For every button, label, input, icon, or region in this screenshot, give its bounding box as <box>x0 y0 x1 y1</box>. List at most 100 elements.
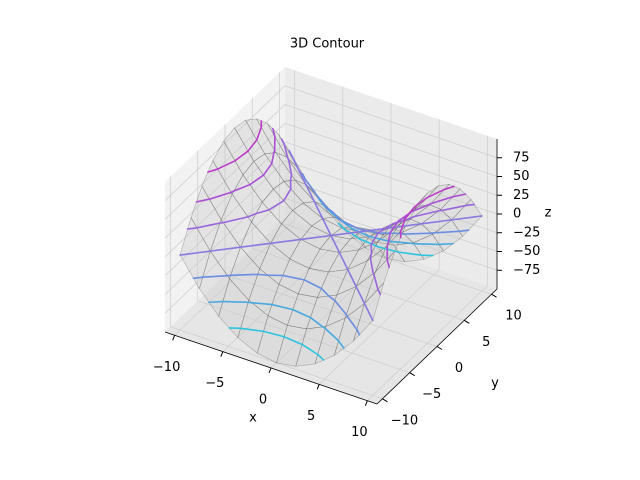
x-axis-label: x <box>249 411 257 426</box>
surface-patch <box>297 268 329 298</box>
grid-line <box>164 160 286 277</box>
contour-line <box>324 327 340 342</box>
surface-patch <box>278 258 310 295</box>
contour-line <box>255 209 270 215</box>
y-axis <box>376 288 498 405</box>
y-tick <box>491 293 497 298</box>
grid-line <box>284 141 498 215</box>
surface-patch <box>199 250 230 317</box>
x-tick-label: 5 <box>307 409 315 424</box>
grid-line <box>252 247 465 321</box>
contour-line <box>314 193 328 209</box>
contour-line <box>411 204 429 213</box>
contour-line <box>282 188 292 202</box>
surface-patch <box>212 140 244 195</box>
grid-line <box>284 104 498 177</box>
contour-line <box>327 295 336 302</box>
grid-line <box>164 197 286 314</box>
contour-line <box>330 230 362 237</box>
contour-line <box>234 150 249 162</box>
contour-line <box>430 196 454 205</box>
contour-line <box>270 151 275 165</box>
contour-line <box>271 303 294 311</box>
contour-line <box>301 343 319 356</box>
contour-line <box>247 212 257 218</box>
contour-line <box>399 217 407 233</box>
contour-line <box>269 238 302 245</box>
surface-patch <box>276 324 307 367</box>
contour-line <box>268 199 285 211</box>
contour-line <box>222 216 249 224</box>
x-tick <box>268 367 272 374</box>
x-tick-label: 10 <box>351 425 368 440</box>
contour-line <box>262 162 273 176</box>
surface-patch <box>201 160 233 221</box>
grid-line <box>164 141 286 258</box>
contour-line <box>346 315 358 331</box>
contour-line <box>196 222 221 229</box>
contour-line <box>287 157 290 161</box>
contour-line <box>413 196 428 209</box>
z-tick-label: −25 <box>513 225 540 240</box>
contour-line <box>403 232 433 235</box>
x-tick-label: −10 <box>153 360 180 375</box>
contour-line <box>359 238 379 248</box>
grid-line <box>224 274 438 347</box>
surface-patch <box>242 160 274 203</box>
contour-line <box>370 231 380 246</box>
contour-line <box>420 219 453 225</box>
contour-line <box>373 274 379 291</box>
contour-line <box>192 276 204 280</box>
contour-line <box>229 273 259 277</box>
contour-line <box>393 232 406 235</box>
surface-patch <box>272 181 304 211</box>
z-tick-label: −50 <box>513 244 540 259</box>
contour-line <box>300 234 332 241</box>
contour-line <box>412 242 440 246</box>
contour-line <box>283 335 303 346</box>
y-tick-label: 10 <box>505 309 522 324</box>
contour-line <box>287 159 293 176</box>
contour-line <box>346 268 357 288</box>
grid-line <box>284 179 498 252</box>
contour-line <box>313 200 324 220</box>
grid-line <box>164 104 286 220</box>
contour-line <box>363 302 374 322</box>
contour-line <box>256 273 269 277</box>
contour-line <box>304 178 316 193</box>
contour-line <box>451 193 467 198</box>
x-tick <box>364 400 368 406</box>
contour-line <box>195 198 211 203</box>
z-tick-label: 25 <box>513 188 530 203</box>
surface-patch <box>261 188 293 225</box>
surface-patch <box>429 183 461 210</box>
y-tick <box>464 319 470 324</box>
grid-line <box>284 197 498 271</box>
z-tick-label: 0 <box>513 207 521 222</box>
surface-patch <box>253 153 285 190</box>
contour-line <box>413 210 440 218</box>
contour-line <box>303 279 323 290</box>
surface-patch <box>289 239 321 269</box>
y-tick <box>409 372 415 377</box>
surface-patch <box>412 233 444 260</box>
contour-line <box>288 149 299 169</box>
contour-line <box>377 245 400 253</box>
surface-patch <box>234 119 266 162</box>
contour-line <box>458 229 470 233</box>
contour-line <box>337 222 346 230</box>
surface-patch <box>267 283 299 326</box>
grid-line <box>164 179 286 295</box>
y-tick-label: 5 <box>482 335 490 350</box>
contour-line <box>309 316 324 328</box>
contour-line <box>272 127 276 138</box>
x-tick-label: 0 <box>259 393 267 408</box>
y-tick <box>436 346 443 350</box>
surface-patch <box>245 118 277 155</box>
contour-line <box>443 185 455 191</box>
contour-line <box>339 219 359 230</box>
contour-line <box>289 174 293 182</box>
contour-line <box>305 183 316 203</box>
surface-patch <box>432 219 464 252</box>
